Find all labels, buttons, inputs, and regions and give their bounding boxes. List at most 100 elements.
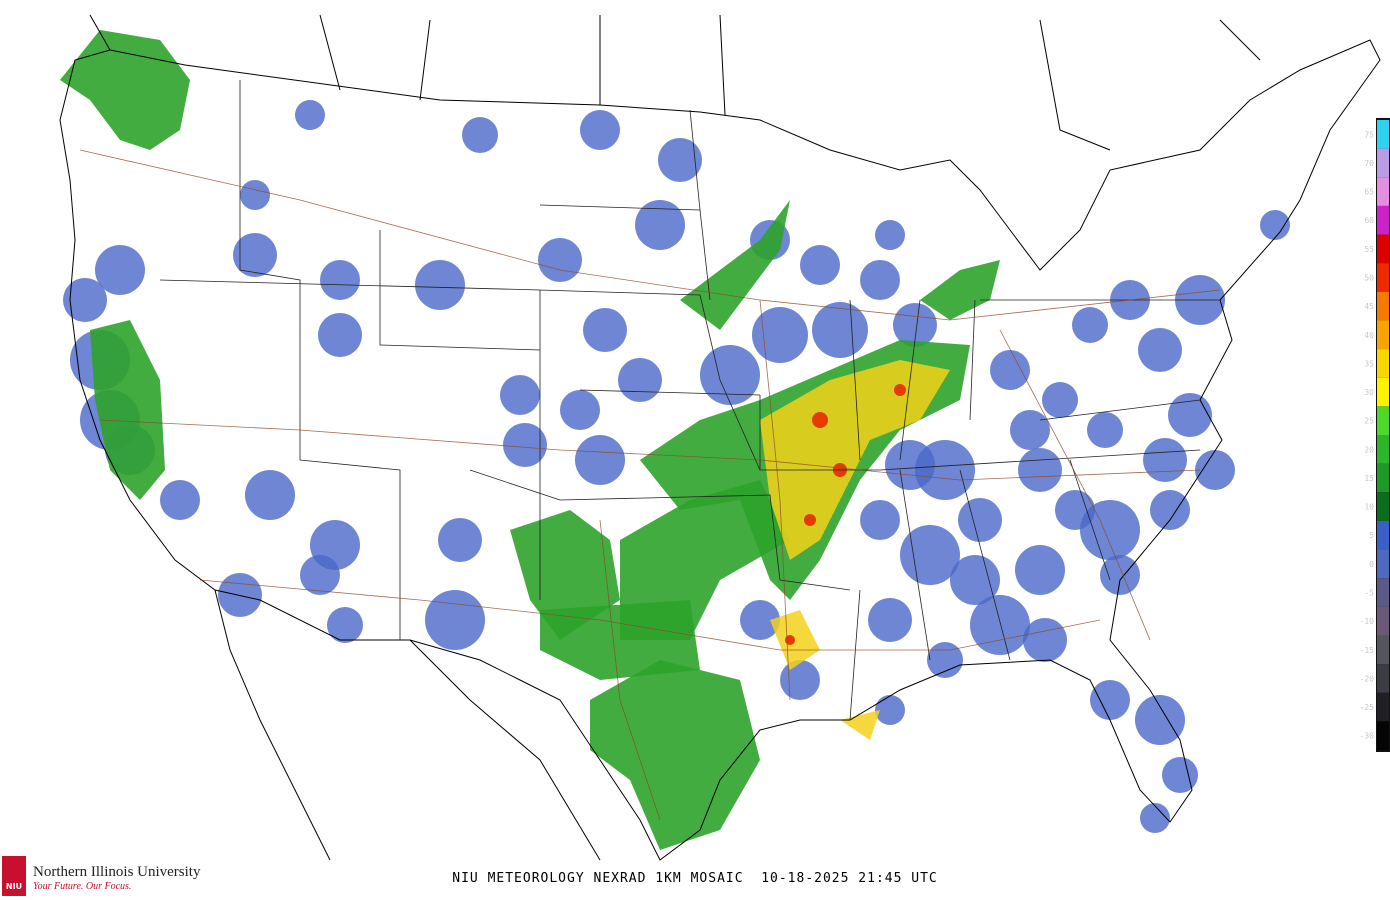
echo-light [300, 555, 340, 595]
echo-light [893, 303, 937, 347]
logo-badge: NIU [6, 882, 22, 891]
legend-swatch [1377, 377, 1389, 407]
legend-swatch [1377, 606, 1389, 636]
echo-light [1042, 382, 1078, 418]
echo-moderate [920, 260, 1000, 320]
legend-label: 60 [1364, 216, 1374, 225]
logo-mark [2, 856, 26, 896]
echo-light [875, 695, 905, 725]
legend-label: -30 [1360, 732, 1375, 741]
echo-light [580, 110, 620, 150]
echo-light [415, 260, 465, 310]
echo-light [320, 260, 360, 300]
niu-logo: NIU Northern Illinois University Your Fu… [2, 856, 201, 896]
echo-light [970, 595, 1030, 655]
canada-lines [89, 14, 1261, 151]
echo-light [318, 313, 362, 357]
legend-swatch [1377, 349, 1389, 378]
echo-light [240, 180, 270, 210]
echo-light [800, 245, 840, 285]
legend-label: 0 [1369, 560, 1374, 569]
echo-light [1018, 448, 1062, 492]
legend-label: -5 [1364, 589, 1374, 598]
echo-light [1162, 757, 1198, 793]
echo-light [500, 375, 540, 415]
legend-swatch [1377, 463, 1389, 493]
map-title: NIU METEOROLOGY NEXRAD 1KM MOSAIC 10-18-… [452, 871, 937, 886]
legend-label: 70 [1364, 159, 1374, 168]
echo-light [1260, 210, 1290, 240]
us-outline [59, 39, 1381, 861]
legend-swatch [1377, 148, 1389, 178]
legend-swatch [1377, 435, 1389, 464]
legend-swatch [1377, 120, 1389, 149]
echo-light [635, 200, 685, 250]
echo-light [560, 390, 600, 430]
legend-swatch [1377, 291, 1389, 321]
legend-swatch [1377, 205, 1389, 235]
legend-swatch [1377, 234, 1389, 264]
legend-label: -25 [1360, 703, 1375, 712]
echo-light [860, 260, 900, 300]
echo-light [218, 573, 262, 617]
echo-light [295, 100, 325, 130]
legend-swatch [1377, 578, 1389, 607]
legend-label: 75 [1364, 130, 1374, 139]
echo-light [1090, 680, 1130, 720]
echo-light [1140, 803, 1170, 833]
legend-label: 15 [1364, 474, 1374, 483]
echo-light [1168, 393, 1212, 437]
legend-label: 55 [1364, 245, 1374, 254]
boundaries [59, 14, 1381, 861]
legend-label: 50 [1364, 274, 1374, 283]
legend-swatch [1377, 520, 1389, 550]
echo-light [438, 518, 482, 562]
echo-light [812, 302, 868, 358]
legend-swatch [1377, 263, 1389, 292]
echo-light [860, 500, 900, 540]
echo-heavy [760, 360, 950, 560]
legend-label: 45 [1364, 302, 1374, 311]
logo-name: Northern Illinois University [33, 864, 201, 880]
echo-moderate [680, 200, 790, 330]
echo-light [618, 358, 662, 402]
echo-light [583, 308, 627, 352]
echo-light [1023, 618, 1067, 662]
legend-swatch [1377, 406, 1389, 435]
echo-light [1072, 307, 1108, 343]
echo-light [958, 498, 1002, 542]
legend-label: 65 [1364, 188, 1374, 197]
legend-swatch [1377, 177, 1389, 206]
legend-label: 5 [1369, 531, 1374, 540]
legend-label: 10 [1364, 503, 1374, 512]
legend-swatch [1377, 549, 1389, 579]
echo-light [1080, 500, 1140, 560]
echo-light [1138, 328, 1182, 372]
legend-label: -20 [1360, 674, 1375, 683]
echo-light [63, 278, 107, 322]
echo-light [425, 590, 485, 650]
legend-swatch [1377, 721, 1389, 750]
echo-light [868, 598, 912, 642]
echo-intense [804, 514, 816, 526]
echo-light [950, 555, 1000, 605]
echo-light [885, 440, 935, 490]
legend-swatch [1377, 635, 1389, 665]
mexico-coast [214, 589, 601, 861]
legend-label: 20 [1364, 445, 1374, 454]
echo-light [740, 600, 780, 640]
echo-light [575, 435, 625, 485]
echo-light [233, 233, 277, 277]
echo-light [990, 350, 1030, 390]
state-lines [159, 80, 1220, 721]
echo-light [1195, 450, 1235, 490]
echo-light [1100, 555, 1140, 595]
echo-moderate [90, 320, 165, 500]
echo-light [538, 238, 582, 282]
color-legend: 757065605550454035302520151050-5-10-15-2… [1360, 118, 1390, 752]
echo-intense [894, 384, 906, 396]
echo-light [462, 117, 498, 153]
echo-intense [812, 412, 828, 428]
logo-tagline: Your Future. Our Focus. [33, 881, 131, 892]
legend-label: 25 [1364, 417, 1374, 426]
